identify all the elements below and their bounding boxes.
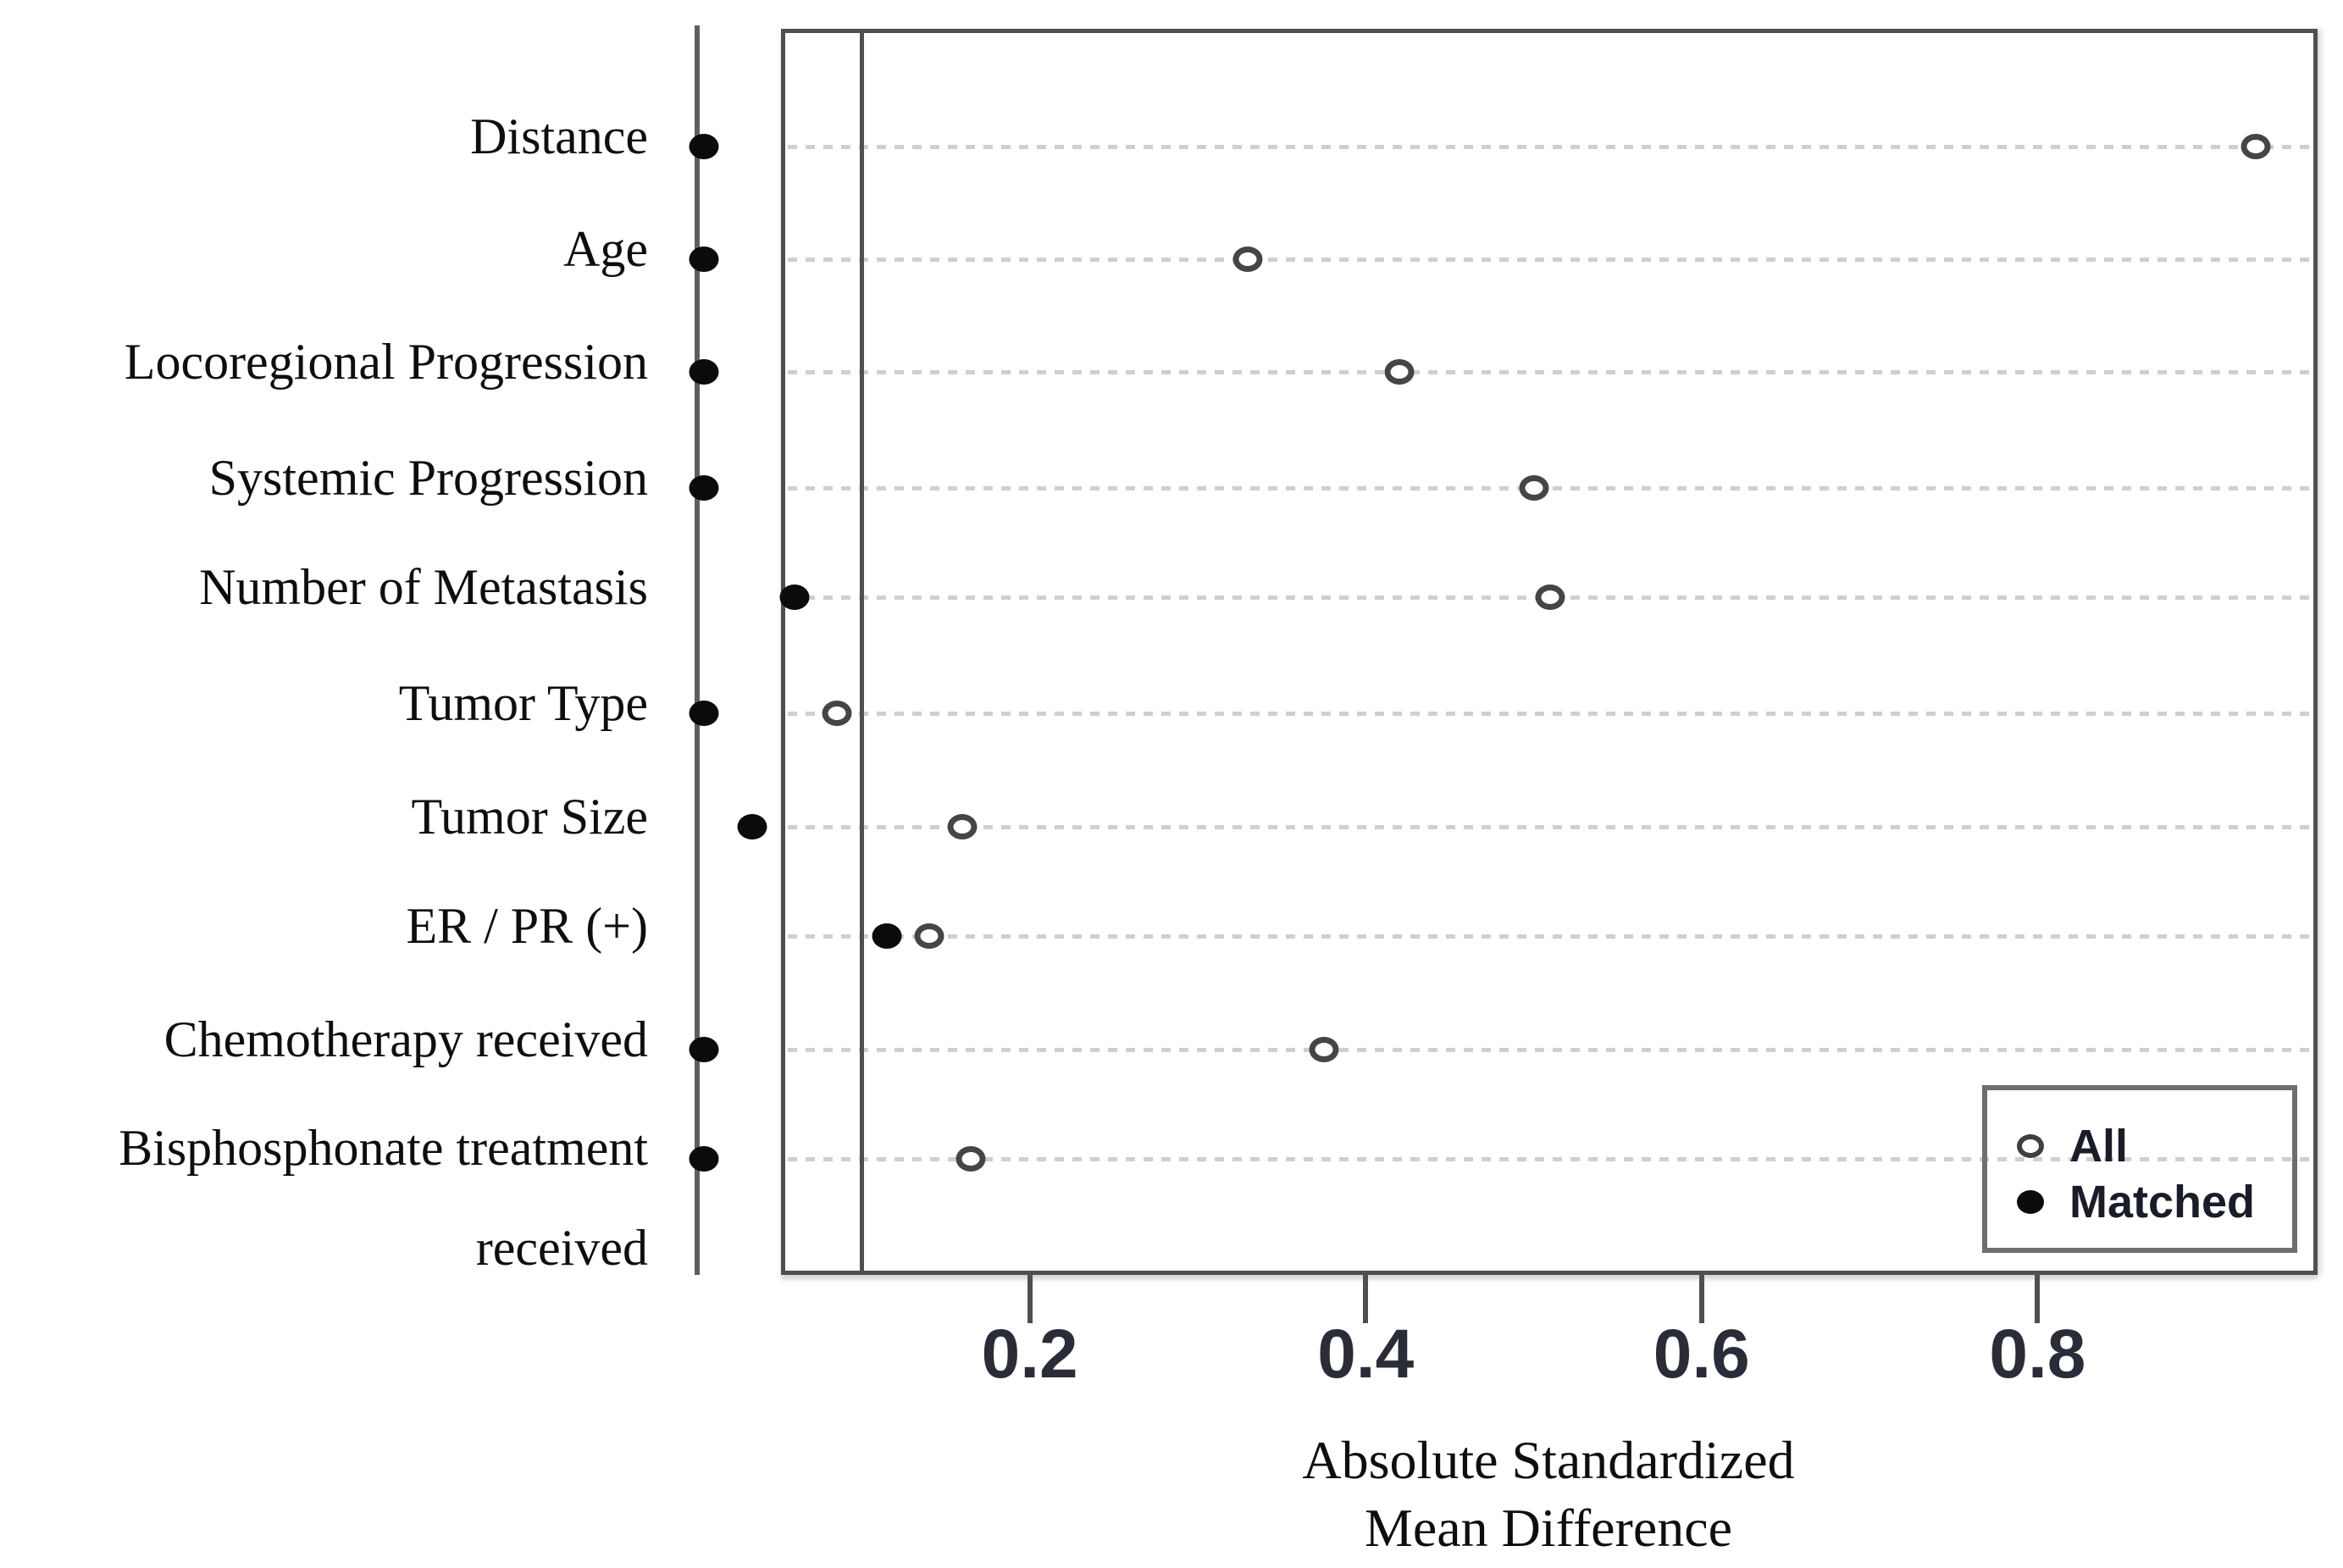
data-point-matched: [779, 585, 810, 610]
open-circle-icon: [2017, 1134, 2044, 1158]
x-axis-tick-label: 0.2: [981, 1316, 1078, 1393]
data-point-matched: [689, 475, 719, 501]
data-point-all: [955, 1146, 986, 1172]
data-point-matched: [737, 814, 767, 839]
gridline: [788, 258, 2309, 262]
filled-circle-icon: [2017, 1190, 2044, 1214]
data-point-all: [2241, 134, 2271, 159]
category-label: Tumor Type: [398, 675, 648, 731]
data-point-matched: [872, 923, 902, 949]
category-label: Tumor Size: [411, 789, 649, 845]
gridline: [788, 145, 2309, 149]
category-label: ER / PR (+): [406, 898, 648, 954]
data-point-all: [1232, 247, 1263, 272]
category-label: Systemic Progression: [208, 450, 648, 506]
data-point-all: [1384, 359, 1415, 385]
gridline: [788, 486, 2309, 490]
data-point-all: [1535, 585, 1565, 610]
x-axis-tick-label: 0.4: [1317, 1316, 1415, 1393]
data-point-matched: [689, 701, 719, 726]
data-point-matched: [689, 359, 719, 385]
x-axis-tick: [1698, 1275, 1704, 1323]
x-axis-tick: [1363, 1275, 1369, 1323]
legend-label-all: All: [2069, 1121, 2129, 1172]
x-axis-title-line1: Absolute Standardized: [1302, 1430, 1795, 1490]
x-axis-title: Absolute Standardized Mean Difference: [1302, 1427, 1794, 1562]
x-axis-tick-label: 0.6: [1653, 1316, 1750, 1393]
plot-area: [781, 29, 2318, 1275]
legend-label-matched: Matched: [2069, 1177, 2256, 1227]
category-label: Locoregional Progression: [124, 334, 648, 390]
category-label: Bisphosphonate treatment received: [119, 1120, 648, 1276]
x-axis-tick: [1027, 1275, 1033, 1323]
category-label: Number of Metastasis: [199, 559, 648, 615]
y-axis-line: [695, 25, 700, 1275]
category-label: Chemotherapy received: [163, 1011, 648, 1067]
data-point-matched: [689, 1037, 719, 1062]
data-point-all: [1519, 475, 1548, 501]
data-point-matched: [689, 1146, 719, 1172]
x-axis-tick: [2035, 1275, 2041, 1323]
data-point-all: [822, 701, 852, 726]
legend: All Matched: [1982, 1085, 2297, 1253]
gridline: [788, 370, 2309, 374]
category-label: Age: [563, 221, 648, 277]
data-point-all: [947, 814, 978, 839]
category-label: Distance: [470, 108, 648, 164]
data-point-matched: [689, 247, 719, 272]
data-point-all: [914, 923, 944, 949]
gridline: [788, 1157, 2309, 1161]
x-axis-title-line2: Mean Difference: [1364, 1498, 1733, 1558]
data-point-matched: [689, 134, 719, 159]
data-point-all: [1309, 1037, 1339, 1062]
gridline: [788, 712, 2309, 716]
gridline: [788, 934, 2309, 939]
gridline: [788, 825, 2309, 829]
smd-threshold-line: [860, 33, 864, 1271]
x-axis-tick-label: 0.8: [1989, 1316, 2086, 1393]
gridline: [788, 1048, 2309, 1052]
